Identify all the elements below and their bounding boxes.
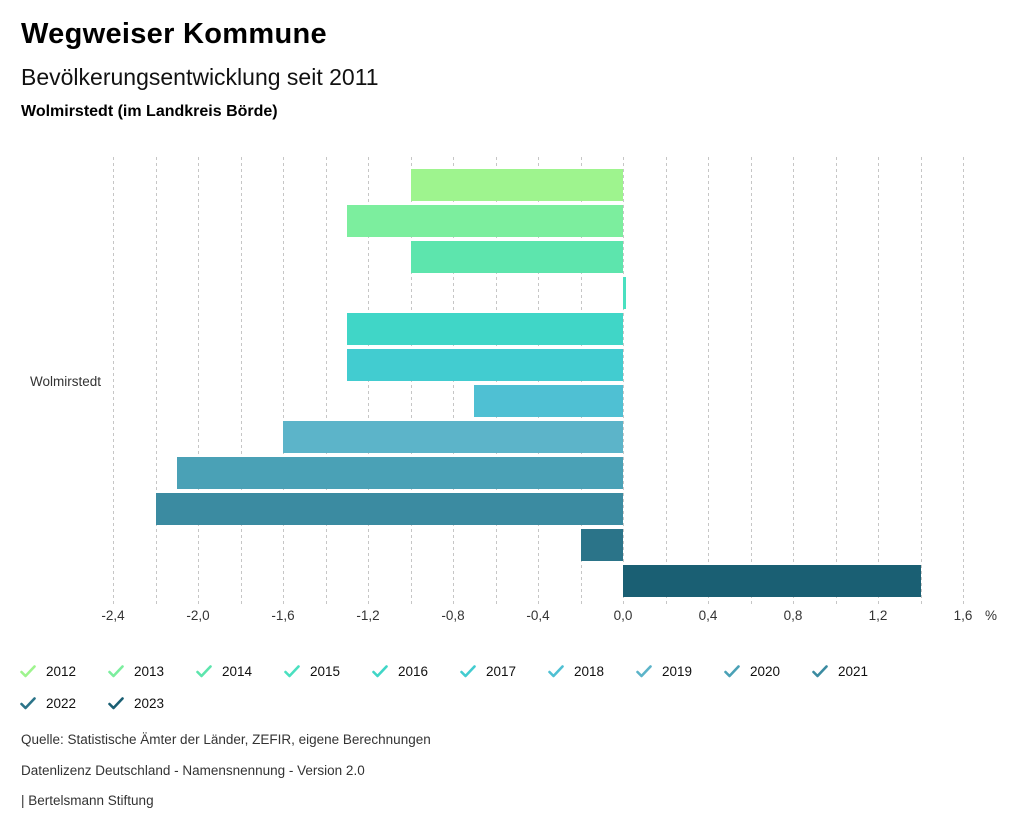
page-title: Wegweiser Kommune (21, 18, 327, 50)
axis-tick-label: -2,4 (101, 608, 125, 623)
bar-2012[interactable] (410, 169, 623, 201)
check-icon (196, 664, 212, 677)
source-line: Quelle: Statistische Ämter der Länder, Z… (21, 732, 431, 747)
chart-location: Wolmirstedt (im Landkreis Börde) (21, 103, 278, 120)
check-icon (108, 664, 124, 677)
legend-year-label: 2021 (838, 663, 869, 679)
legend-item-2023[interactable]: 2023 (108, 695, 164, 711)
legend-item-2020[interactable]: 2020 (724, 663, 780, 679)
check-icon (548, 664, 564, 677)
gridline (665, 157, 667, 604)
legend-item-2019[interactable]: 2019 (636, 663, 692, 679)
bar-2018[interactable] (474, 385, 624, 417)
bar-2017[interactable] (346, 349, 624, 381)
gridline (325, 157, 327, 604)
axis-tick-label: 0,8 (783, 608, 803, 623)
legend-year-label: 2023 (134, 695, 165, 711)
gridline (708, 157, 709, 604)
gridline (835, 157, 837, 604)
legend-item-2021[interactable]: 2021 (812, 663, 868, 679)
gridline (410, 157, 412, 604)
gridline (920, 157, 922, 604)
license-line: Datenlizenz Deutschland - Namensnennung … (21, 763, 365, 778)
gridline (580, 157, 582, 604)
check-icon (636, 664, 652, 677)
axis-tick-label: -2,0 (186, 608, 210, 623)
attribution-line: | Bertelsmann Stiftung (21, 793, 154, 808)
gridline (240, 157, 242, 604)
legend-year-label: 2018 (574, 663, 605, 679)
gridline (495, 157, 497, 604)
check-icon (20, 664, 36, 677)
chart-title: Bevölkerungsentwicklung seit 2011 (21, 64, 379, 90)
bar-2019[interactable] (283, 421, 623, 453)
legend-item-2014[interactable]: 2014 (196, 663, 252, 679)
bar-2022[interactable] (580, 529, 623, 561)
bar-2015[interactable] (623, 277, 626, 309)
legend-item-2015[interactable]: 2015 (284, 663, 340, 679)
gridline (453, 157, 454, 604)
gridline (750, 157, 752, 604)
category-label: Wolmirstedt (30, 374, 102, 389)
gridline (198, 157, 199, 604)
axis-unit-label: % (984, 608, 998, 623)
legend-item-2022[interactable]: 2022 (20, 695, 76, 711)
bar-2023[interactable] (623, 565, 921, 597)
bar-2016[interactable] (346, 313, 624, 345)
bar-2013[interactable] (346, 205, 624, 237)
legend-item-2017[interactable]: 2017 (460, 663, 516, 679)
axis-tick-label: 0,4 (698, 608, 718, 623)
bar-2021[interactable] (155, 493, 623, 525)
axis-tick-label: -1,2 (356, 608, 380, 623)
legend-item-2012[interactable]: 2012 (20, 663, 76, 679)
gridline (878, 157, 879, 604)
gridline (155, 157, 157, 604)
gridline (538, 157, 539, 604)
legend-item-2016[interactable]: 2016 (372, 663, 428, 679)
legend-year-label: 2017 (486, 663, 517, 679)
axis-tick-label: 1,2 (868, 608, 888, 623)
bar-2020[interactable] (176, 457, 624, 489)
axis-tick-label: -1,6 (271, 608, 295, 623)
legend-year-label: 2014 (222, 663, 253, 679)
legend-year-label: 2019 (662, 663, 693, 679)
gridline (793, 157, 794, 604)
axis-tick-label: 0,0 (613, 608, 633, 623)
gridline (963, 157, 964, 604)
gridline (623, 157, 624, 604)
bar-2014[interactable] (410, 241, 623, 273)
check-icon (372, 664, 388, 677)
axis-tick-label: -0,8 (441, 608, 465, 623)
check-icon (812, 664, 828, 677)
legend-year-label: 2020 (750, 663, 781, 679)
check-icon (108, 696, 124, 709)
legend-year-label: 2022 (46, 695, 77, 711)
gridline (283, 157, 284, 604)
legend-year-label: 2012 (46, 663, 77, 679)
axis-tick-label: 1,6 (953, 608, 973, 623)
legend-item-2013[interactable]: 2013 (108, 663, 164, 679)
check-icon (284, 664, 300, 677)
check-icon (20, 696, 36, 709)
check-icon (724, 664, 740, 677)
gridline (113, 157, 114, 604)
legend-year-label: 2015 (310, 663, 341, 679)
check-icon (460, 664, 476, 677)
gridline (368, 157, 369, 604)
legend-year-label: 2013 (134, 663, 165, 679)
legend-item-2018[interactable]: 2018 (548, 663, 604, 679)
legend-year-label: 2016 (398, 663, 429, 679)
axis-tick-label: -0,4 (526, 608, 550, 623)
